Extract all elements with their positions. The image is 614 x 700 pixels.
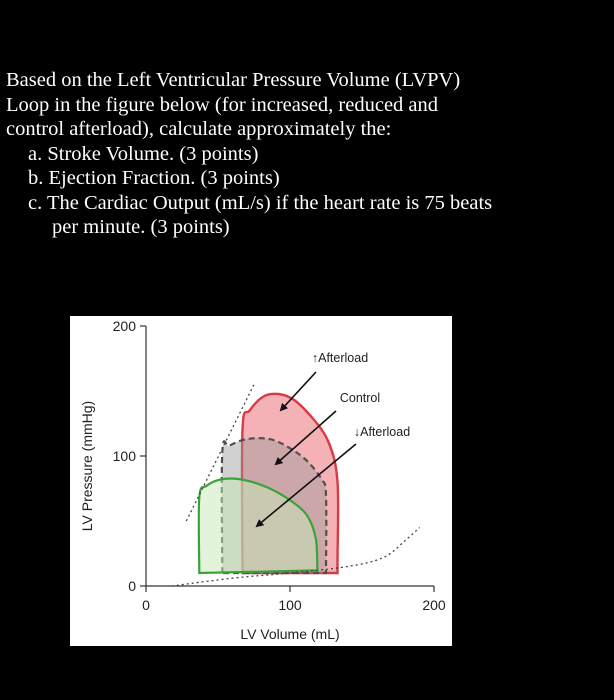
annotation-label-increased_afterload: ↑Afterload bbox=[312, 351, 368, 365]
question-item-b: b. Ejection Fraction. (3 points) bbox=[28, 167, 280, 189]
annotation-arrow-increased_afterload bbox=[279, 371, 317, 412]
question-item-c-continued: per minute. (3 points) bbox=[52, 216, 230, 238]
annotation-label-control: Control bbox=[340, 391, 380, 405]
pressure-volume-relations bbox=[171, 384, 421, 587]
pv-loop-figure: 0 100 200 0 100 200 LV Volume (mL) LV Pressure … bbox=[70, 316, 452, 646]
question-intro-line-2: Loop in the figure below (for increased,… bbox=[6, 93, 439, 116]
question-intro-line-3: control afterload), calculate approximat… bbox=[6, 118, 392, 140]
y-tick-label: 0 bbox=[128, 578, 136, 594]
pv-loop-chart: 0 100 200 0 100 200 LV Volume (mL) LV Pressure … bbox=[79, 318, 446, 642]
annotation-label-reduced_afterload: ↓Afterload bbox=[354, 425, 410, 439]
y-axis-label: LV Pressure (mmHg) bbox=[79, 401, 95, 531]
x-axis-label: LV Volume (mL) bbox=[240, 626, 339, 642]
annotations: ↑Afterload Control ↓Afterload bbox=[255, 351, 410, 528]
annotation-arrow-control bbox=[274, 410, 337, 466]
question-intro-line-1: Based on the Left Ventricular Pressure V… bbox=[6, 69, 461, 91]
axes: 0 100 200 0 100 200 LV Volume (mL) LV Pressure … bbox=[79, 318, 446, 642]
annotation-arrow-reduced_afterload bbox=[255, 443, 357, 528]
edpvr-curve bbox=[171, 527, 421, 587]
y-tick-label: 200 bbox=[113, 318, 137, 334]
y-tick-label: 100 bbox=[113, 448, 137, 464]
question-item-a: a. Stroke Volume. (3 points) bbox=[28, 142, 259, 165]
x-tick-label: 200 bbox=[422, 597, 446, 613]
question-item-c: c. The Cardiac Output (mL/s) if the hear… bbox=[28, 191, 493, 214]
x-tick-label: 100 bbox=[278, 597, 302, 613]
x-tick-label: 0 bbox=[142, 597, 150, 613]
espvr-line bbox=[185, 384, 255, 522]
question-text: Based on the Left Ventricular Pressure V… bbox=[6, 68, 606, 240]
loops bbox=[197, 392, 340, 575]
